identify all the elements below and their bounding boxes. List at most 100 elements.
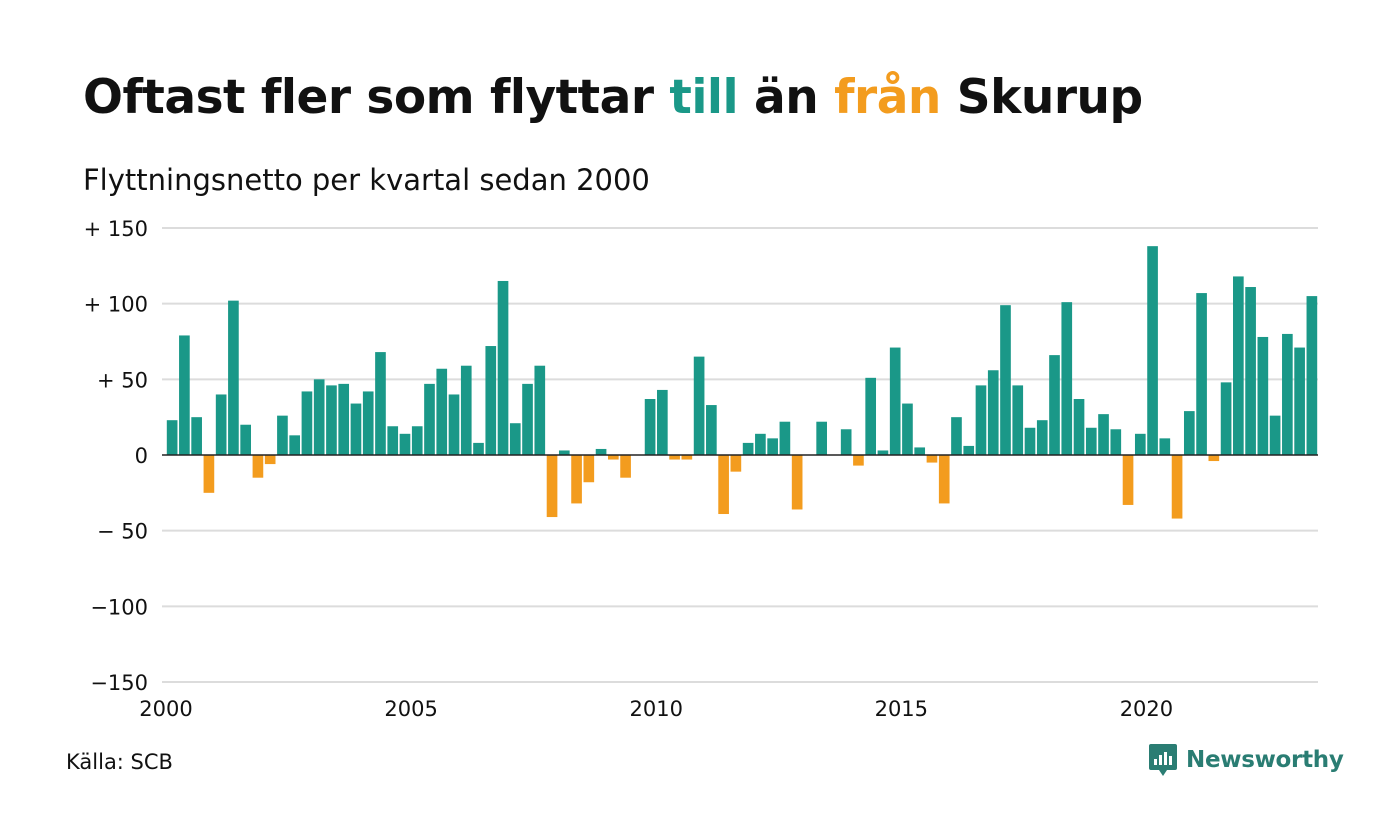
- bar: [301, 391, 313, 455]
- bar: [1134, 433, 1146, 455]
- bar: [387, 426, 399, 455]
- bar: [252, 455, 264, 478]
- bar: [571, 455, 582, 504]
- bar: [755, 433, 766, 455]
- x-tick-label: 2000: [139, 697, 192, 721]
- bar: [1282, 333, 1293, 455]
- bar: [485, 346, 497, 455]
- bar: [179, 335, 190, 455]
- bar: [1122, 455, 1134, 505]
- bar: [411, 426, 423, 455]
- bars: [166, 246, 1318, 519]
- grid-lines: [162, 227, 1318, 683]
- bar: [1073, 399, 1085, 455]
- bar: [1257, 336, 1269, 455]
- bar: [620, 455, 631, 478]
- bar: [1294, 347, 1305, 455]
- bar: [1110, 429, 1122, 455]
- bar: [1233, 276, 1244, 455]
- bar: [889, 347, 901, 455]
- title-part-1: Oftast fler som flyttar: [83, 70, 670, 125]
- bar: [963, 445, 975, 455]
- bar: [1098, 414, 1109, 455]
- y-tick-label: + 100: [84, 293, 148, 317]
- chart-bubble-icon: [1149, 744, 1177, 776]
- brand-logo: Newsworthy: [1148, 743, 1344, 777]
- x-tick-label: 2010: [629, 697, 682, 721]
- brand-name: Newsworthy: [1186, 747, 1344, 773]
- bar: [522, 383, 533, 455]
- bar: [669, 455, 680, 460]
- bar: [975, 385, 987, 455]
- title-part-3: än: [738, 70, 835, 125]
- y-tick-label: −150: [90, 671, 148, 695]
- bar: [938, 455, 950, 504]
- bar: [657, 389, 668, 455]
- bar: [1196, 293, 1207, 455]
- bar: [742, 442, 754, 455]
- bar: [1159, 438, 1171, 455]
- bar: [1208, 455, 1220, 462]
- bar: [264, 455, 276, 465]
- bar: [436, 368, 448, 455]
- chart-subtitle: Flyttningsnetto per kvartal sedan 2000: [83, 163, 650, 197]
- bar: [693, 356, 705, 455]
- bar: [816, 421, 827, 455]
- bar: [350, 403, 362, 455]
- bar: [1012, 385, 1024, 455]
- title-highlight-till: till: [669, 70, 739, 125]
- bar: [399, 433, 411, 455]
- bar: [1269, 415, 1281, 455]
- x-tick-label: 2015: [875, 697, 928, 721]
- bar: [1085, 427, 1097, 455]
- bar: [595, 448, 607, 455]
- bar: [902, 403, 913, 455]
- bar: [644, 399, 656, 455]
- bar: [362, 391, 374, 455]
- bar: [215, 394, 227, 455]
- bar: [1036, 420, 1048, 455]
- bar: [240, 424, 251, 455]
- y-tick-label: + 150: [84, 217, 148, 241]
- bar: [1024, 427, 1036, 455]
- bar: [289, 435, 301, 455]
- bar: [546, 455, 558, 518]
- y-tick-label: 0: [135, 444, 148, 468]
- bar: [1306, 296, 1318, 455]
- bar: [448, 394, 460, 455]
- bar: [1171, 455, 1183, 519]
- bar: [558, 450, 570, 455]
- bar: [1049, 355, 1060, 455]
- y-tick-label: −100: [90, 595, 148, 619]
- bar: [767, 438, 778, 455]
- title-highlight-fran: från: [834, 70, 941, 125]
- bar: [1220, 382, 1232, 455]
- y-tick-label: + 50: [97, 368, 148, 392]
- bar: [706, 405, 717, 455]
- bar: [277, 415, 288, 455]
- bar: [191, 417, 202, 455]
- bar: [1061, 302, 1073, 455]
- chart-title: Oftast fler som flyttar till än från Sku…: [83, 70, 1143, 125]
- bar: [607, 455, 619, 460]
- bar: [338, 383, 350, 455]
- bar: [166, 420, 178, 455]
- bar: [681, 455, 693, 460]
- x-tick-label: 2020: [1120, 697, 1173, 721]
- bar: [877, 450, 889, 455]
- bar: [730, 455, 742, 472]
- bar: [313, 379, 325, 455]
- bar: [853, 455, 864, 466]
- title-part-5: Skurup: [940, 70, 1143, 125]
- bar: [509, 423, 521, 455]
- bar: [228, 300, 239, 455]
- bar: [460, 365, 472, 455]
- bar: [840, 429, 852, 455]
- bar: [914, 447, 926, 455]
- bar: [1245, 287, 1256, 455]
- bar: [1000, 305, 1011, 455]
- source-label: Källa: SCB: [66, 750, 173, 774]
- bar: [473, 442, 484, 455]
